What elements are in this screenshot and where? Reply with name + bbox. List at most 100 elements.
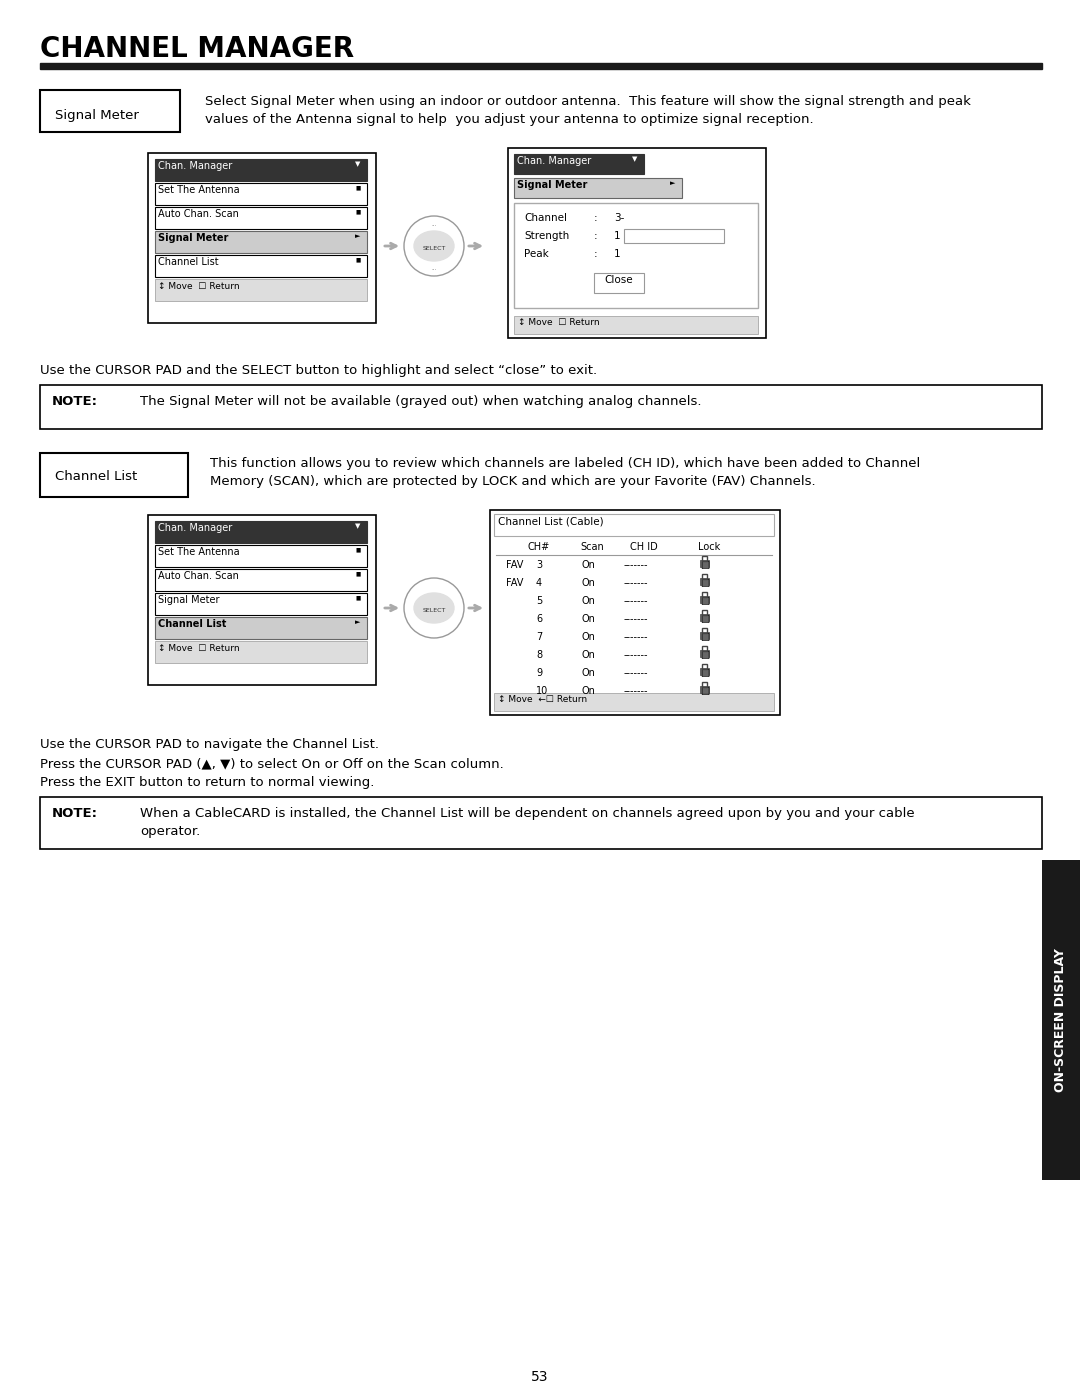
Bar xyxy=(156,641,367,664)
Bar xyxy=(40,89,180,131)
Bar xyxy=(494,514,774,536)
Text: Select Signal Meter when using an indoor or outdoor antenna.  This feature will : Select Signal Meter when using an indoor… xyxy=(205,95,971,108)
Text: -------: ------- xyxy=(624,578,648,588)
Text: Peak: Peak xyxy=(524,249,549,258)
Text: ↕ Move  ☐ Return: ↕ Move ☐ Return xyxy=(158,282,240,291)
Text: SELECT: SELECT xyxy=(422,246,446,250)
Bar xyxy=(702,556,707,562)
Bar xyxy=(40,63,1042,68)
Bar xyxy=(156,617,367,638)
Bar xyxy=(514,203,758,307)
Text: Channel: Channel xyxy=(524,212,567,224)
Bar xyxy=(702,592,707,597)
Text: ►: ► xyxy=(355,233,361,239)
Bar xyxy=(624,229,724,243)
Text: 7: 7 xyxy=(536,631,542,643)
Text: Channel List: Channel List xyxy=(158,257,218,267)
Text: ■: ■ xyxy=(355,184,361,190)
Text: On: On xyxy=(582,615,596,624)
Text: :: : xyxy=(594,249,597,258)
Bar xyxy=(156,569,367,591)
Text: □: □ xyxy=(700,615,710,624)
Text: 5: 5 xyxy=(536,597,542,606)
Bar xyxy=(702,645,707,651)
Text: ▼: ▼ xyxy=(355,522,361,529)
Text: Use the CURSOR PAD to navigate the Channel List.: Use the CURSOR PAD to navigate the Chann… xyxy=(40,738,379,752)
Text: Channel List: Channel List xyxy=(158,619,227,629)
Text: Auto Chan. Scan: Auto Chan. Scan xyxy=(158,210,239,219)
Bar xyxy=(700,631,708,638)
Text: ...: ... xyxy=(431,265,436,271)
Bar xyxy=(156,159,367,182)
Text: 3-: 3- xyxy=(615,212,624,224)
Text: FAV: FAV xyxy=(507,578,524,588)
Text: Chan. Manager: Chan. Manager xyxy=(158,522,232,534)
Text: 4: 4 xyxy=(536,578,542,588)
Text: Close: Close xyxy=(605,275,633,285)
Bar xyxy=(156,592,367,615)
Text: This function allows you to review which channels are labeled (CH ID), which hav: This function allows you to review which… xyxy=(210,457,920,469)
Text: Memory (SCAN), which are protected by LOCK and which are your Favorite (FAV) Cha: Memory (SCAN), which are protected by LO… xyxy=(210,475,815,488)
Bar xyxy=(700,560,708,567)
Text: □: □ xyxy=(700,578,710,588)
Text: Strength: Strength xyxy=(524,231,569,242)
Bar xyxy=(1042,861,1080,1180)
Text: 6: 6 xyxy=(536,615,542,624)
Ellipse shape xyxy=(414,231,454,261)
Text: ■: ■ xyxy=(355,210,361,214)
Bar xyxy=(508,148,766,338)
Bar xyxy=(40,798,1042,849)
Text: 9: 9 xyxy=(536,668,542,678)
Text: CHANNEL MANAGER: CHANNEL MANAGER xyxy=(40,35,354,63)
Bar xyxy=(40,386,1042,429)
Bar xyxy=(702,610,707,615)
Text: -------: ------- xyxy=(624,560,648,570)
Text: Press the CURSOR PAD (▲, ▼) to select On or Off on the Scan column.: Press the CURSOR PAD (▲, ▼) to select On… xyxy=(40,757,503,770)
Bar xyxy=(156,256,367,277)
Text: On: On xyxy=(582,597,596,606)
Text: Signal Meter: Signal Meter xyxy=(158,233,228,243)
Bar xyxy=(702,664,707,669)
Text: values of the Antenna signal to help  you adjust your antenna to optimize signal: values of the Antenna signal to help you… xyxy=(205,113,813,126)
Text: On: On xyxy=(582,560,596,570)
Bar xyxy=(702,682,707,687)
Bar xyxy=(148,515,376,685)
Bar xyxy=(514,316,758,334)
Text: FAV: FAV xyxy=(507,560,524,570)
Text: :: : xyxy=(594,231,597,242)
Text: Set The Antenna: Set The Antenna xyxy=(158,184,240,196)
Bar xyxy=(156,231,367,253)
Bar xyxy=(156,545,367,567)
Text: Scan: Scan xyxy=(580,542,604,552)
Text: ►: ► xyxy=(355,619,361,624)
Bar xyxy=(40,453,188,497)
Bar xyxy=(700,615,708,622)
Bar xyxy=(700,578,708,585)
Bar xyxy=(702,574,707,578)
Text: 8: 8 xyxy=(536,650,542,659)
Text: ↕ Move  ☐ Return: ↕ Move ☐ Return xyxy=(158,644,240,652)
Bar xyxy=(700,597,708,604)
Text: :: : xyxy=(594,212,597,224)
Text: -------: ------- xyxy=(624,615,648,624)
Text: □: □ xyxy=(700,597,710,606)
Text: -------: ------- xyxy=(624,597,648,606)
Text: -------: ------- xyxy=(624,631,648,643)
Text: 53: 53 xyxy=(531,1370,549,1384)
Bar xyxy=(700,668,708,675)
Text: ►: ► xyxy=(670,180,675,186)
Text: On: On xyxy=(582,686,596,696)
Bar xyxy=(702,629,707,633)
Text: On: On xyxy=(582,650,596,659)
Text: The Signal Meter will not be available (grayed out) when watching analog channel: The Signal Meter will not be available (… xyxy=(140,395,702,408)
Bar xyxy=(156,183,367,205)
Text: ON-SCREEN DISPLAY: ON-SCREEN DISPLAY xyxy=(1054,949,1067,1092)
Text: NOTE:: NOTE: xyxy=(52,807,98,820)
Bar xyxy=(700,650,708,657)
Bar xyxy=(490,510,780,715)
Text: NOTE:: NOTE: xyxy=(52,395,98,408)
Text: -------: ------- xyxy=(624,686,648,696)
Bar xyxy=(700,686,708,693)
Text: ■: ■ xyxy=(355,548,361,552)
Text: □: □ xyxy=(700,560,710,570)
